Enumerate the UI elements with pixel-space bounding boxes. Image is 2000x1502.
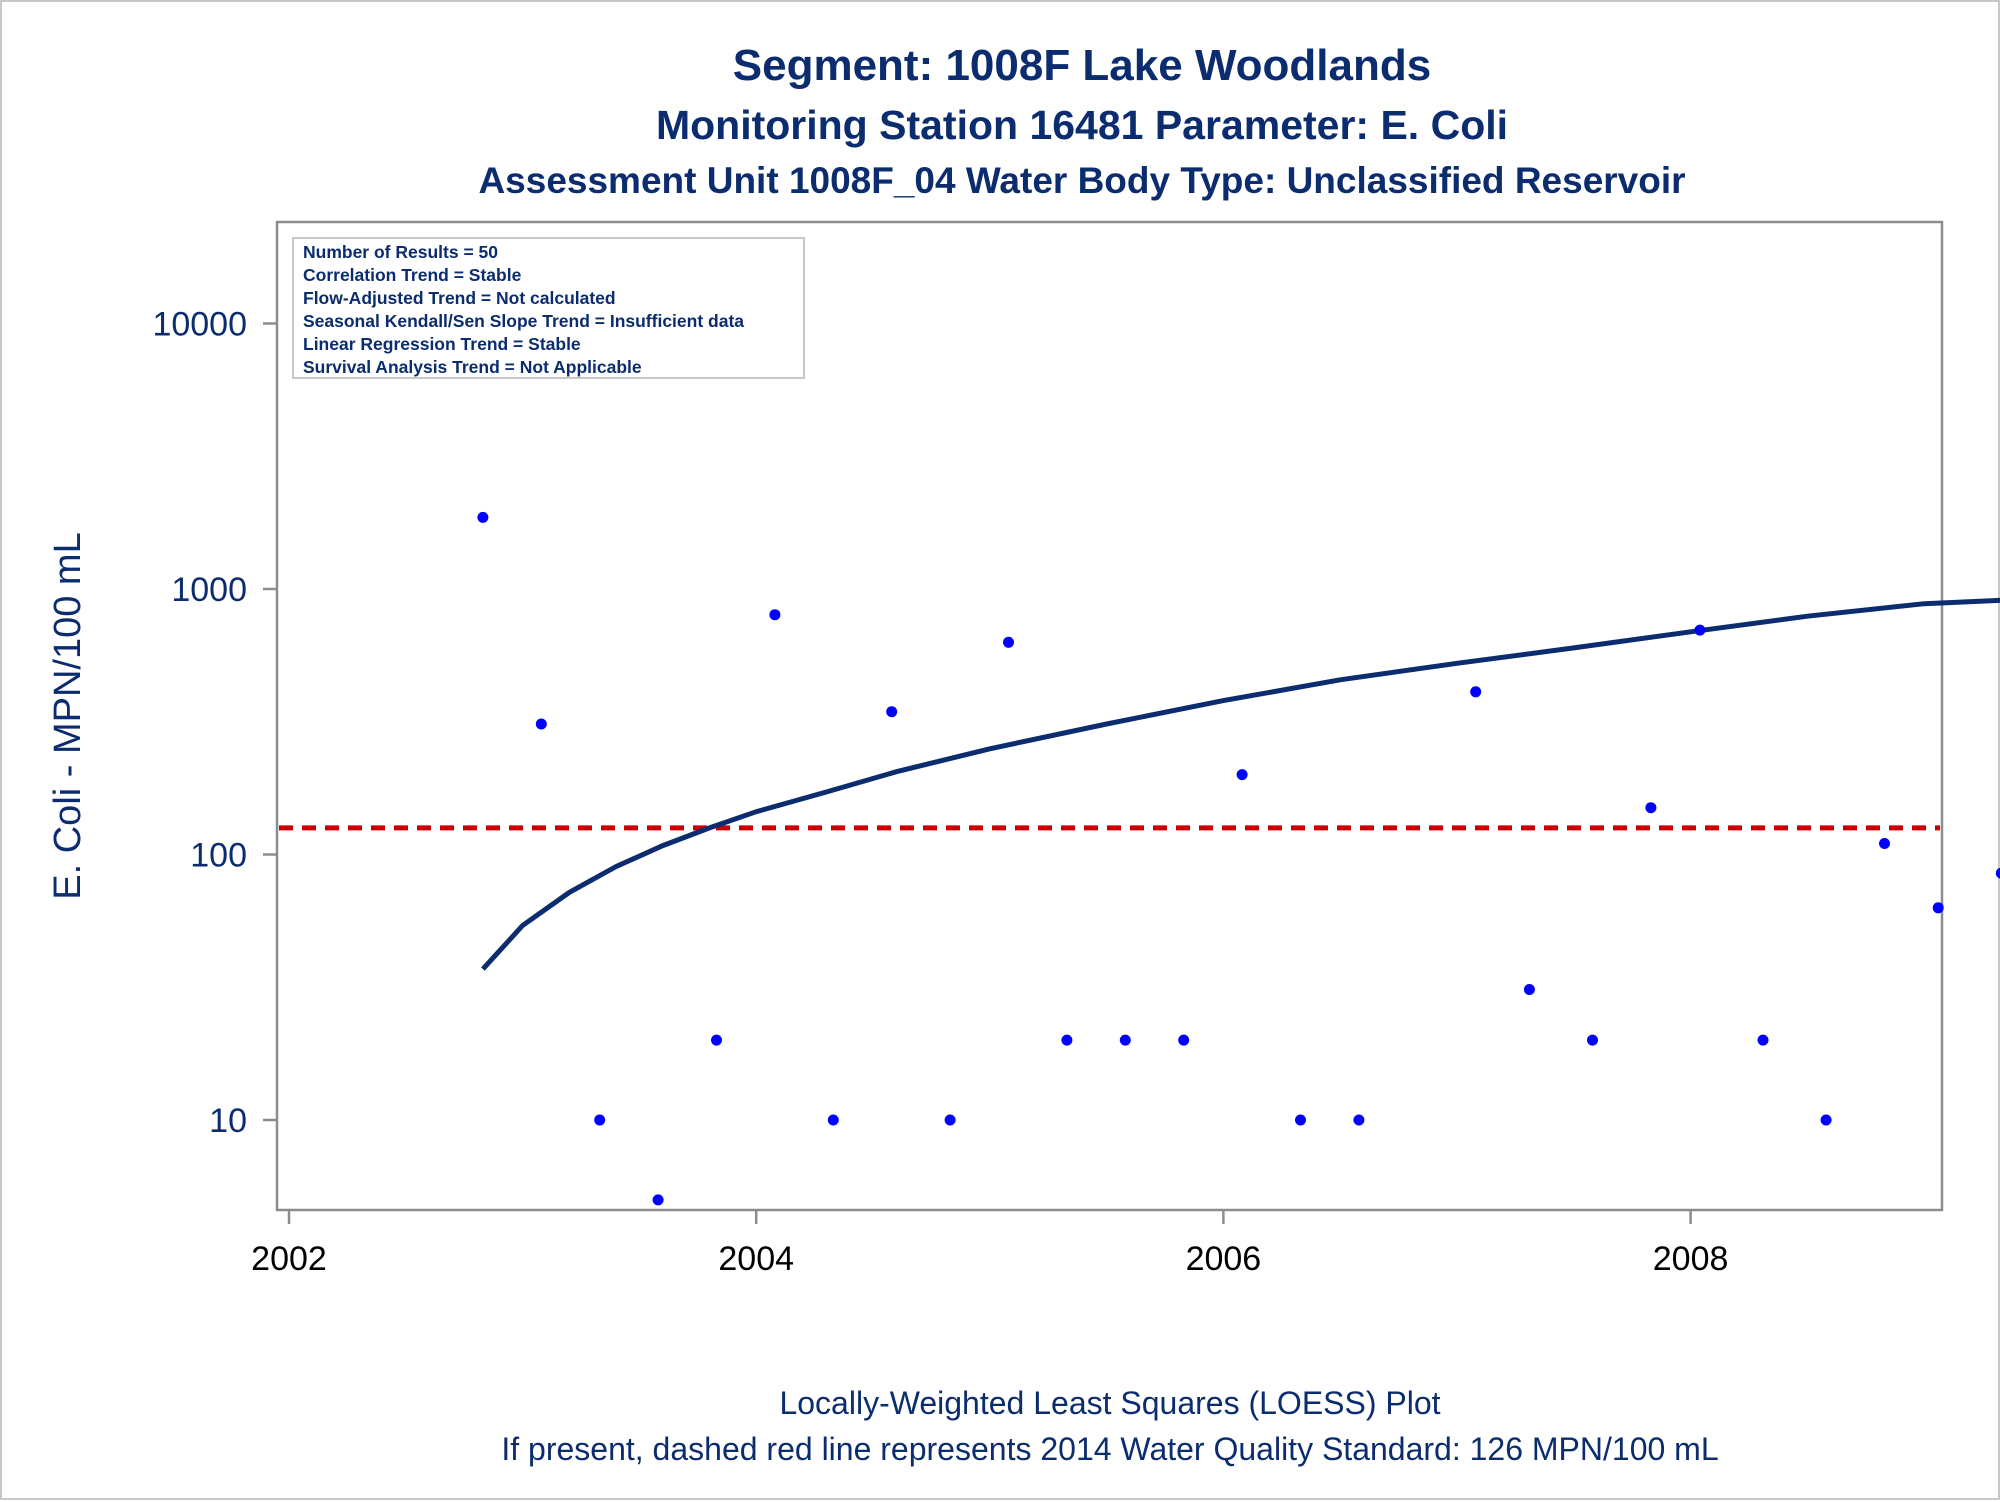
data-point [1757,1034,1769,1046]
footnote-loess: Locally-Weighted Least Squares (LOESS) P… [779,1385,1440,1421]
data-point [1178,1034,1190,1046]
stats-box-frame [292,237,805,379]
stats-line-survival: Survival Analysis Trend = Not Applicable [303,357,642,377]
y-axis: 10 100 1000 10000 [152,306,277,1140]
x-axis: 20022004200620082010201220142016 [251,1210,1729,1278]
data-point [1932,902,1944,914]
data-point [711,1034,722,1046]
stats-line-correlation: Correlation Trend = Stable [303,265,522,285]
y-tick-label: 1000 [171,571,247,609]
data-point [769,609,781,621]
x-tick-label: 2008 [1653,1240,1729,1278]
plot-area [275,220,1944,1212]
data-point [1353,1114,1365,1126]
chart-title: Segment: 1008F Lake Woodlands [733,41,1431,90]
stats-box: Number of Results = 50 Correlation Trend… [292,237,805,379]
data-point [535,718,547,730]
loess-curve [481,597,2000,971]
data-point [594,1114,606,1126]
stats-line-results: Number of Results = 50 [303,242,498,262]
data-points [477,511,2000,1206]
footnote-standard: If present, dashed red line represents 2… [501,1431,1718,1467]
x-tick-label: 2006 [1186,1240,1262,1278]
data-point [1470,686,1482,698]
x-tick-label: 2004 [718,1240,794,1278]
data-point [1119,1034,1131,1046]
data-point [1523,984,1535,995]
y-tick-label: 10 [209,1102,247,1140]
data-point [886,706,898,718]
data-point [944,1114,956,1126]
data-point [1003,636,1014,648]
data-point [1694,624,1706,636]
data-point [1820,1114,1832,1126]
stats-line-seasonal-kendall: Seasonal Kendall/Sen Slope Trend = Insuf… [303,311,744,331]
data-point [1061,1034,1073,1046]
y-tick-label: 100 [190,837,247,875]
data-point [477,511,489,523]
stats-line-flow-adjusted: Flow-Adjusted Trend = Not calculated [303,288,616,308]
stats-line-linear-regression: Linear Regression Trend = Stable [303,334,581,354]
data-point [1645,802,1657,814]
y-tick-label: 10000 [152,306,247,344]
data-point [1236,769,1248,781]
chart-subtitle-assessment: Assessment Unit 1008F_04 Water Body Type… [478,160,1685,201]
data-point [1879,838,1890,849]
x-tick-label: 2002 [251,1240,327,1278]
data-point [1587,1034,1598,1046]
data-point [652,1194,664,1206]
chart-subtitle-station: Monitoring Station 16481 Parameter: E. C… [656,102,1508,148]
data-point [1995,867,2000,879]
y-axis-label: E. Coli - MPN/100 mL [47,532,89,899]
data-point [1295,1114,1306,1126]
data-point [827,1114,839,1126]
